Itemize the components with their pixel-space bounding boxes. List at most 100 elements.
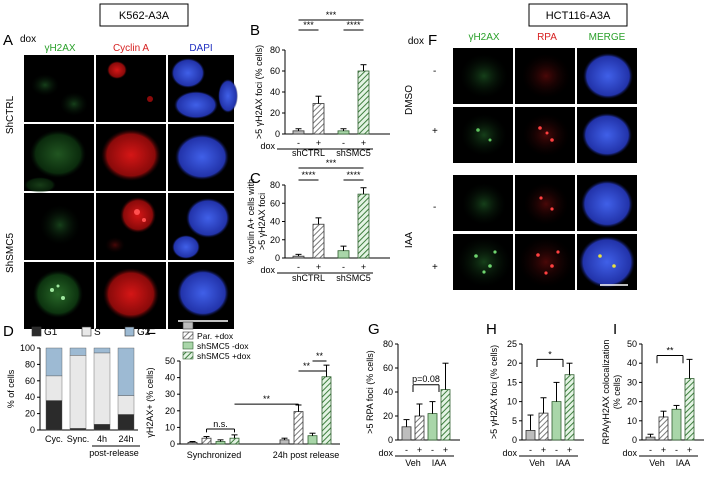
y-tick-label: 80 — [270, 180, 280, 190]
group-label: IAA — [432, 458, 447, 468]
dox-label: dox — [502, 448, 517, 458]
stacked-bar-segment — [93, 352, 111, 425]
dox-sign: + — [443, 445, 448, 455]
dox-label: dox — [260, 265, 275, 275]
bar — [414, 415, 425, 441]
bar — [312, 103, 325, 135]
bar — [321, 376, 332, 445]
chart-d: D 0 20 40 60 80 100 % of cells G1 S G2 Cyc. Sync. 4h 2… — [3, 323, 151, 458]
x-tick-label: 24h — [118, 434, 133, 444]
group-label: Veh — [649, 458, 665, 468]
significance-label: *** — [326, 158, 337, 168]
panel-letter-e: E — [146, 321, 156, 338]
y-axis-label: >5 γH2AX foci (% cells) — [254, 45, 264, 139]
group-label: shCTRL — [292, 148, 325, 158]
panel-letter: G — [368, 321, 380, 338]
stacked-bar-segment — [69, 428, 87, 431]
bar — [337, 250, 350, 259]
legend-label: shSMC5 -dox — [197, 341, 249, 351]
legend-label: S — [94, 327, 101, 338]
panel-f-row-sign-3: - — [433, 202, 436, 213]
y-tick-label: 25 — [507, 339, 517, 349]
y-tick-label: 40 — [165, 373, 175, 383]
panel-f-group-dmso: DMSO — [404, 85, 415, 115]
y-axis-label: γH2AX+ (% cells) — [145, 367, 155, 437]
stacked-bar-segment — [117, 347, 135, 396]
bar — [337, 130, 350, 135]
bar — [357, 193, 370, 259]
x-tick-label: Cyc. — [45, 434, 63, 444]
panel-a-channel-gh2ax: γH2AX — [44, 43, 75, 54]
bar — [229, 437, 240, 445]
group-label: shSMC5 — [336, 273, 371, 283]
y-tick-label: 40 — [25, 392, 35, 402]
bar — [401, 426, 412, 441]
dox-sign: + — [316, 262, 321, 272]
dox-sign: - — [342, 262, 345, 272]
y-tick-label: 30 — [165, 389, 175, 399]
bar — [684, 378, 695, 441]
bar — [525, 429, 536, 441]
y-tick-label: 60 — [270, 66, 280, 76]
panel-f-dox-label: dox — [408, 36, 424, 47]
y-tick-label: 0 — [275, 253, 280, 263]
panel-f-row-sign-2: + — [432, 126, 438, 137]
y-tick-label: 10 — [627, 416, 637, 426]
legend-swatch — [182, 331, 194, 340]
panel-f-tiles — [453, 48, 637, 290]
stacked-bar-segment — [93, 424, 111, 431]
dox-sign: + — [661, 445, 666, 455]
chart-b: B 0 20 40 60 80 >5 γH2AX foci (% cells) dox - + - +… — [250, 10, 390, 158]
y-tick-label: 30 — [627, 377, 637, 387]
y-tick-label: 0 — [170, 439, 175, 449]
legend-label: shSMC5 +dox — [197, 351, 251, 361]
y-tick-label: 60 — [25, 376, 35, 386]
header-right-box: HCT116-A3A — [528, 3, 628, 27]
y-tick-label: 40 — [383, 387, 393, 397]
y-tick-label: 80 — [383, 339, 393, 349]
dox-sign: + — [316, 138, 321, 148]
panel-f-group-iaa: IAA — [404, 232, 415, 248]
y-tick-label: 20 — [270, 108, 280, 118]
dox-label: dox — [260, 141, 275, 151]
bar — [440, 389, 451, 441]
legend-label: Par. +dox — [197, 331, 234, 341]
y-tick-label: 20 — [165, 406, 175, 416]
bar — [279, 439, 290, 445]
y-axis-label: >5 RPA foci (% cells) — [365, 350, 375, 434]
panel-f-channel-merge: MERGE — [589, 32, 626, 43]
header-right-text: HCT116-A3A — [546, 10, 611, 22]
y-axis-label-line: RPA/γH2AX colocalization — [601, 340, 611, 445]
y-tick-label: 80 — [270, 45, 280, 55]
group-label: shSMC5 — [336, 148, 371, 158]
y-axis-label-line: (% cells) — [612, 375, 622, 410]
dox-sign: + — [417, 445, 422, 455]
panel-a: A dox γH2AX Cyclin A DAPI - + - + ShCTRL… — [3, 32, 238, 329]
panel-f-row-sign-4: + — [432, 262, 438, 273]
panel-letter-b: B — [250, 22, 260, 39]
significance-label: ** — [316, 351, 324, 361]
y-axis-label-line: % cyclin A+ cells with — [246, 179, 256, 264]
significance-label: ** — [303, 361, 311, 371]
dox-sign: + — [361, 262, 366, 272]
x-tick-label: 4h — [97, 434, 107, 444]
dox-sign: + — [541, 445, 546, 455]
group-label: Veh — [529, 458, 545, 468]
dox-sign: - — [405, 445, 408, 455]
legend-label: Par. -dox — [197, 321, 232, 331]
significance-label: p=0.08 — [412, 374, 440, 384]
y-tick-label: 20 — [383, 411, 393, 421]
y-tick-label: 80 — [25, 359, 35, 369]
significance-label: * — [548, 349, 552, 359]
y-tick-label: 50 — [627, 339, 637, 349]
dox-label: dox — [622, 448, 637, 458]
group-label: Veh — [405, 458, 421, 468]
y-axis-label: >5 γH2AX foci (% cells) — [489, 345, 499, 439]
y-tick-label: 0 — [512, 435, 517, 445]
panel-a-channel-dapi: DAPI — [189, 43, 212, 54]
y-tick-label: 0 — [632, 435, 637, 445]
group-label: shCTRL — [292, 273, 325, 283]
